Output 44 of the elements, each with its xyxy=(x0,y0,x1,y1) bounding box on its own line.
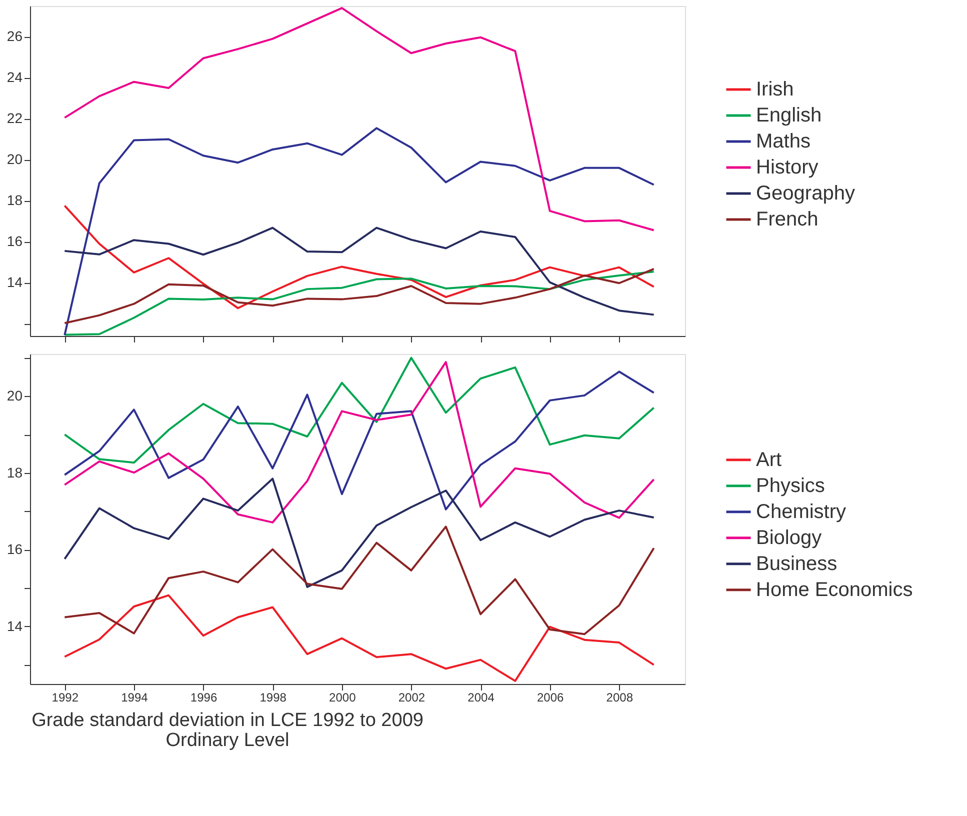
y-tick-label: 22 xyxy=(6,110,23,126)
line-series xyxy=(64,594,655,682)
text: Ordinary Level xyxy=(166,730,290,751)
y-tick-label: 14 xyxy=(6,274,23,290)
x-tick-label: 1994 xyxy=(121,690,148,704)
y-tick-label: 14 xyxy=(6,618,23,634)
line-series xyxy=(64,204,655,310)
line-series xyxy=(64,268,655,324)
y-tick-label: 16 xyxy=(6,233,23,250)
y-tick-label: 18 xyxy=(6,464,23,480)
x-tick-label: 2002 xyxy=(398,690,426,704)
legend-label: French xyxy=(756,208,818,230)
x-tick-label: 1992 xyxy=(52,690,79,704)
x-tick-label: 1996 xyxy=(190,690,218,704)
line-series xyxy=(64,226,655,316)
legend-label: Geography xyxy=(756,182,855,204)
legend-label: Chemistry xyxy=(756,500,846,523)
y-tick-label: 20 xyxy=(6,151,23,168)
y-tick-label: 26 xyxy=(6,28,23,44)
x-tick-label: 2004 xyxy=(468,690,495,704)
legend-label: Irish xyxy=(756,78,794,100)
legend-label: Maths xyxy=(756,130,810,152)
legend-label: Biology xyxy=(756,526,822,549)
line-series xyxy=(64,526,655,636)
text: Grade standard deviation in LCE 1992 to 2009 xyxy=(32,710,424,731)
legend-label: History xyxy=(756,156,818,178)
line-series xyxy=(64,478,655,588)
legend-label: Home Economics xyxy=(756,578,913,601)
y-tick-label: 18 xyxy=(6,192,23,208)
legend-label: Business xyxy=(756,552,838,575)
x-tick-label: 2008 xyxy=(606,690,634,704)
y-tick-label: 24 xyxy=(6,69,23,86)
x-tick-label: 2006 xyxy=(536,690,564,704)
legend-label: English xyxy=(756,104,822,126)
legend-label: Art xyxy=(756,448,782,471)
y-tick-label: 16 xyxy=(6,541,23,558)
line-series xyxy=(64,7,655,232)
line-series xyxy=(64,356,655,464)
y-tick-label: 20 xyxy=(6,388,23,404)
legend-label: Physics xyxy=(756,474,825,497)
x-tick-label: 2000 xyxy=(329,690,356,704)
x-tick-label: 1998 xyxy=(260,690,287,704)
line-series xyxy=(64,270,655,336)
line-series xyxy=(64,127,655,336)
